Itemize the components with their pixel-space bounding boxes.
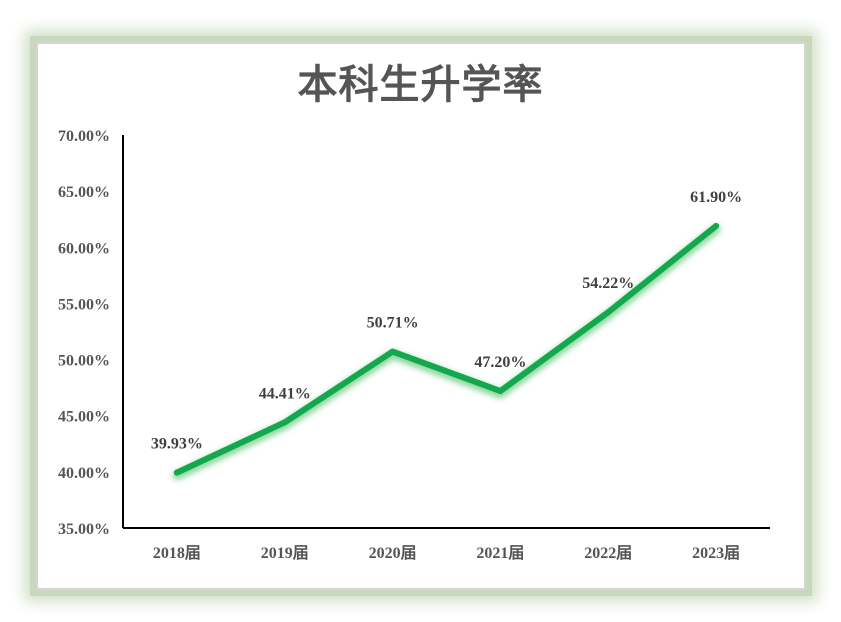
y-tick-label: 40.00% bbox=[58, 465, 110, 482]
y-tick-label: 55.00% bbox=[58, 296, 110, 313]
x-tick-label: 2023届 bbox=[692, 544, 740, 562]
x-tick-label: 2020届 bbox=[369, 544, 417, 562]
series-line bbox=[173, 222, 720, 476]
x-tick-label: 2019届 bbox=[261, 544, 309, 562]
data-point bbox=[173, 469, 180, 476]
chart-frame bbox=[30, 36, 812, 596]
y-tick-label: 70.00% bbox=[58, 128, 110, 145]
y-tick-label: 65.00% bbox=[58, 184, 110, 201]
data-point bbox=[605, 309, 612, 316]
data-label: 47.20% bbox=[474, 354, 526, 371]
data-label: 44.41% bbox=[259, 385, 311, 402]
x-tick-label: 2021届 bbox=[476, 544, 524, 562]
data-label: 50.71% bbox=[367, 315, 419, 332]
chart-title: 本科生升学率 bbox=[297, 62, 544, 107]
data-label: 54.22% bbox=[582, 275, 634, 292]
y-tick-label: 35.00% bbox=[58, 521, 110, 538]
y-tick-label: 45.00% bbox=[58, 409, 110, 426]
y-tick-label: 60.00% bbox=[58, 240, 110, 257]
x-tick-label: 2018届 bbox=[153, 544, 201, 562]
data-label: 61.90% bbox=[690, 189, 742, 206]
y-tick-label: 50.00% bbox=[58, 353, 110, 370]
data-point bbox=[281, 419, 288, 426]
data-label: 39.93% bbox=[151, 436, 203, 453]
data-point bbox=[497, 388, 504, 395]
series-line-glow bbox=[172, 224, 721, 481]
data-point bbox=[389, 348, 396, 355]
chart-inner-border bbox=[36, 42, 806, 590]
x-tick-label: 2022届 bbox=[584, 544, 632, 562]
data-point bbox=[713, 222, 720, 229]
